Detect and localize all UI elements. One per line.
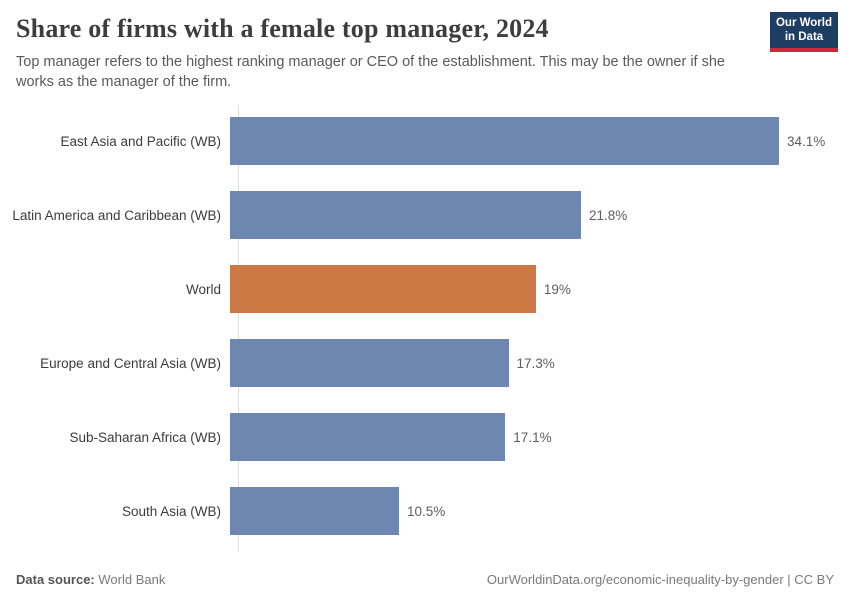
owid-logo-line1: Our World	[775, 16, 832, 29]
category-label: South Asia (WB)	[121, 503, 221, 519]
bar-south-asia-wb[interactable]	[230, 487, 399, 535]
bar-europe-and-central-asia-wb[interactable]	[230, 339, 509, 387]
category-label: East Asia and Pacific (WB)	[60, 133, 221, 149]
chart-row: East Asia and Pacific (WB) 34.1%	[0, 117, 850, 165]
chart-title: Share of firms with a female top manager…	[16, 14, 549, 43]
chart-row: Sub-Saharan Africa (WB) 17.1%	[0, 413, 850, 461]
chart-rows: East Asia and Pacific (WB) 34.1% Latin Ame…	[0, 117, 850, 535]
chart-row: World 19%	[0, 265, 850, 313]
chart-row: South Asia (WB) 10.5%	[0, 487, 850, 535]
value-label: 17.1%	[513, 429, 552, 445]
value-label: 19%	[543, 281, 571, 297]
owid-logo: Our World in Data	[770, 12, 838, 52]
bar-east-asia-and-pacific-wb[interactable]	[230, 117, 779, 165]
owid-logo-line2: in Data	[784, 31, 824, 43]
chart-subtitle: Top manager refers to the highest rankin…	[16, 54, 725, 90]
category-label: Europe and Central Asia (WB)	[40, 355, 221, 371]
chart-footer: Data source: World Bank OurWorldinData.o…	[16, 572, 834, 587]
value-label: 10.5%	[407, 503, 446, 519]
data-source-value: World Bank	[98, 572, 166, 587]
data-source-label: Data source:	[16, 572, 95, 587]
bar-chart: East Asia and Pacific (WB) 34.1% Latin Ame…	[0, 105, 850, 560]
bar-world[interactable]	[230, 265, 536, 313]
value-label: 21.8%	[589, 207, 628, 223]
value-label: 17.3%	[516, 355, 555, 371]
bar-latin-america-and-caribbean-wb[interactable]	[230, 191, 581, 239]
category-label: World	[185, 281, 221, 297]
y-axis-line	[238, 105, 239, 552]
category-label: Sub-Saharan Africa (WB)	[69, 429, 221, 445]
category-label: Latin America and Caribbean (WB)	[12, 207, 221, 223]
chart-row: Europe and Central Asia (WB) 17.3%	[0, 339, 850, 387]
data-source: Data source: World Bank	[16, 572, 165, 587]
bar-sub-saharan-africa-wb[interactable]	[230, 413, 506, 461]
chart-row: Latin America and Caribbean (WB) 21.8%	[0, 191, 850, 239]
attribution-link[interactable]: OurWorldinData.org/economic-inequality-b…	[486, 572, 834, 587]
value-label: 34.1%	[787, 133, 826, 149]
